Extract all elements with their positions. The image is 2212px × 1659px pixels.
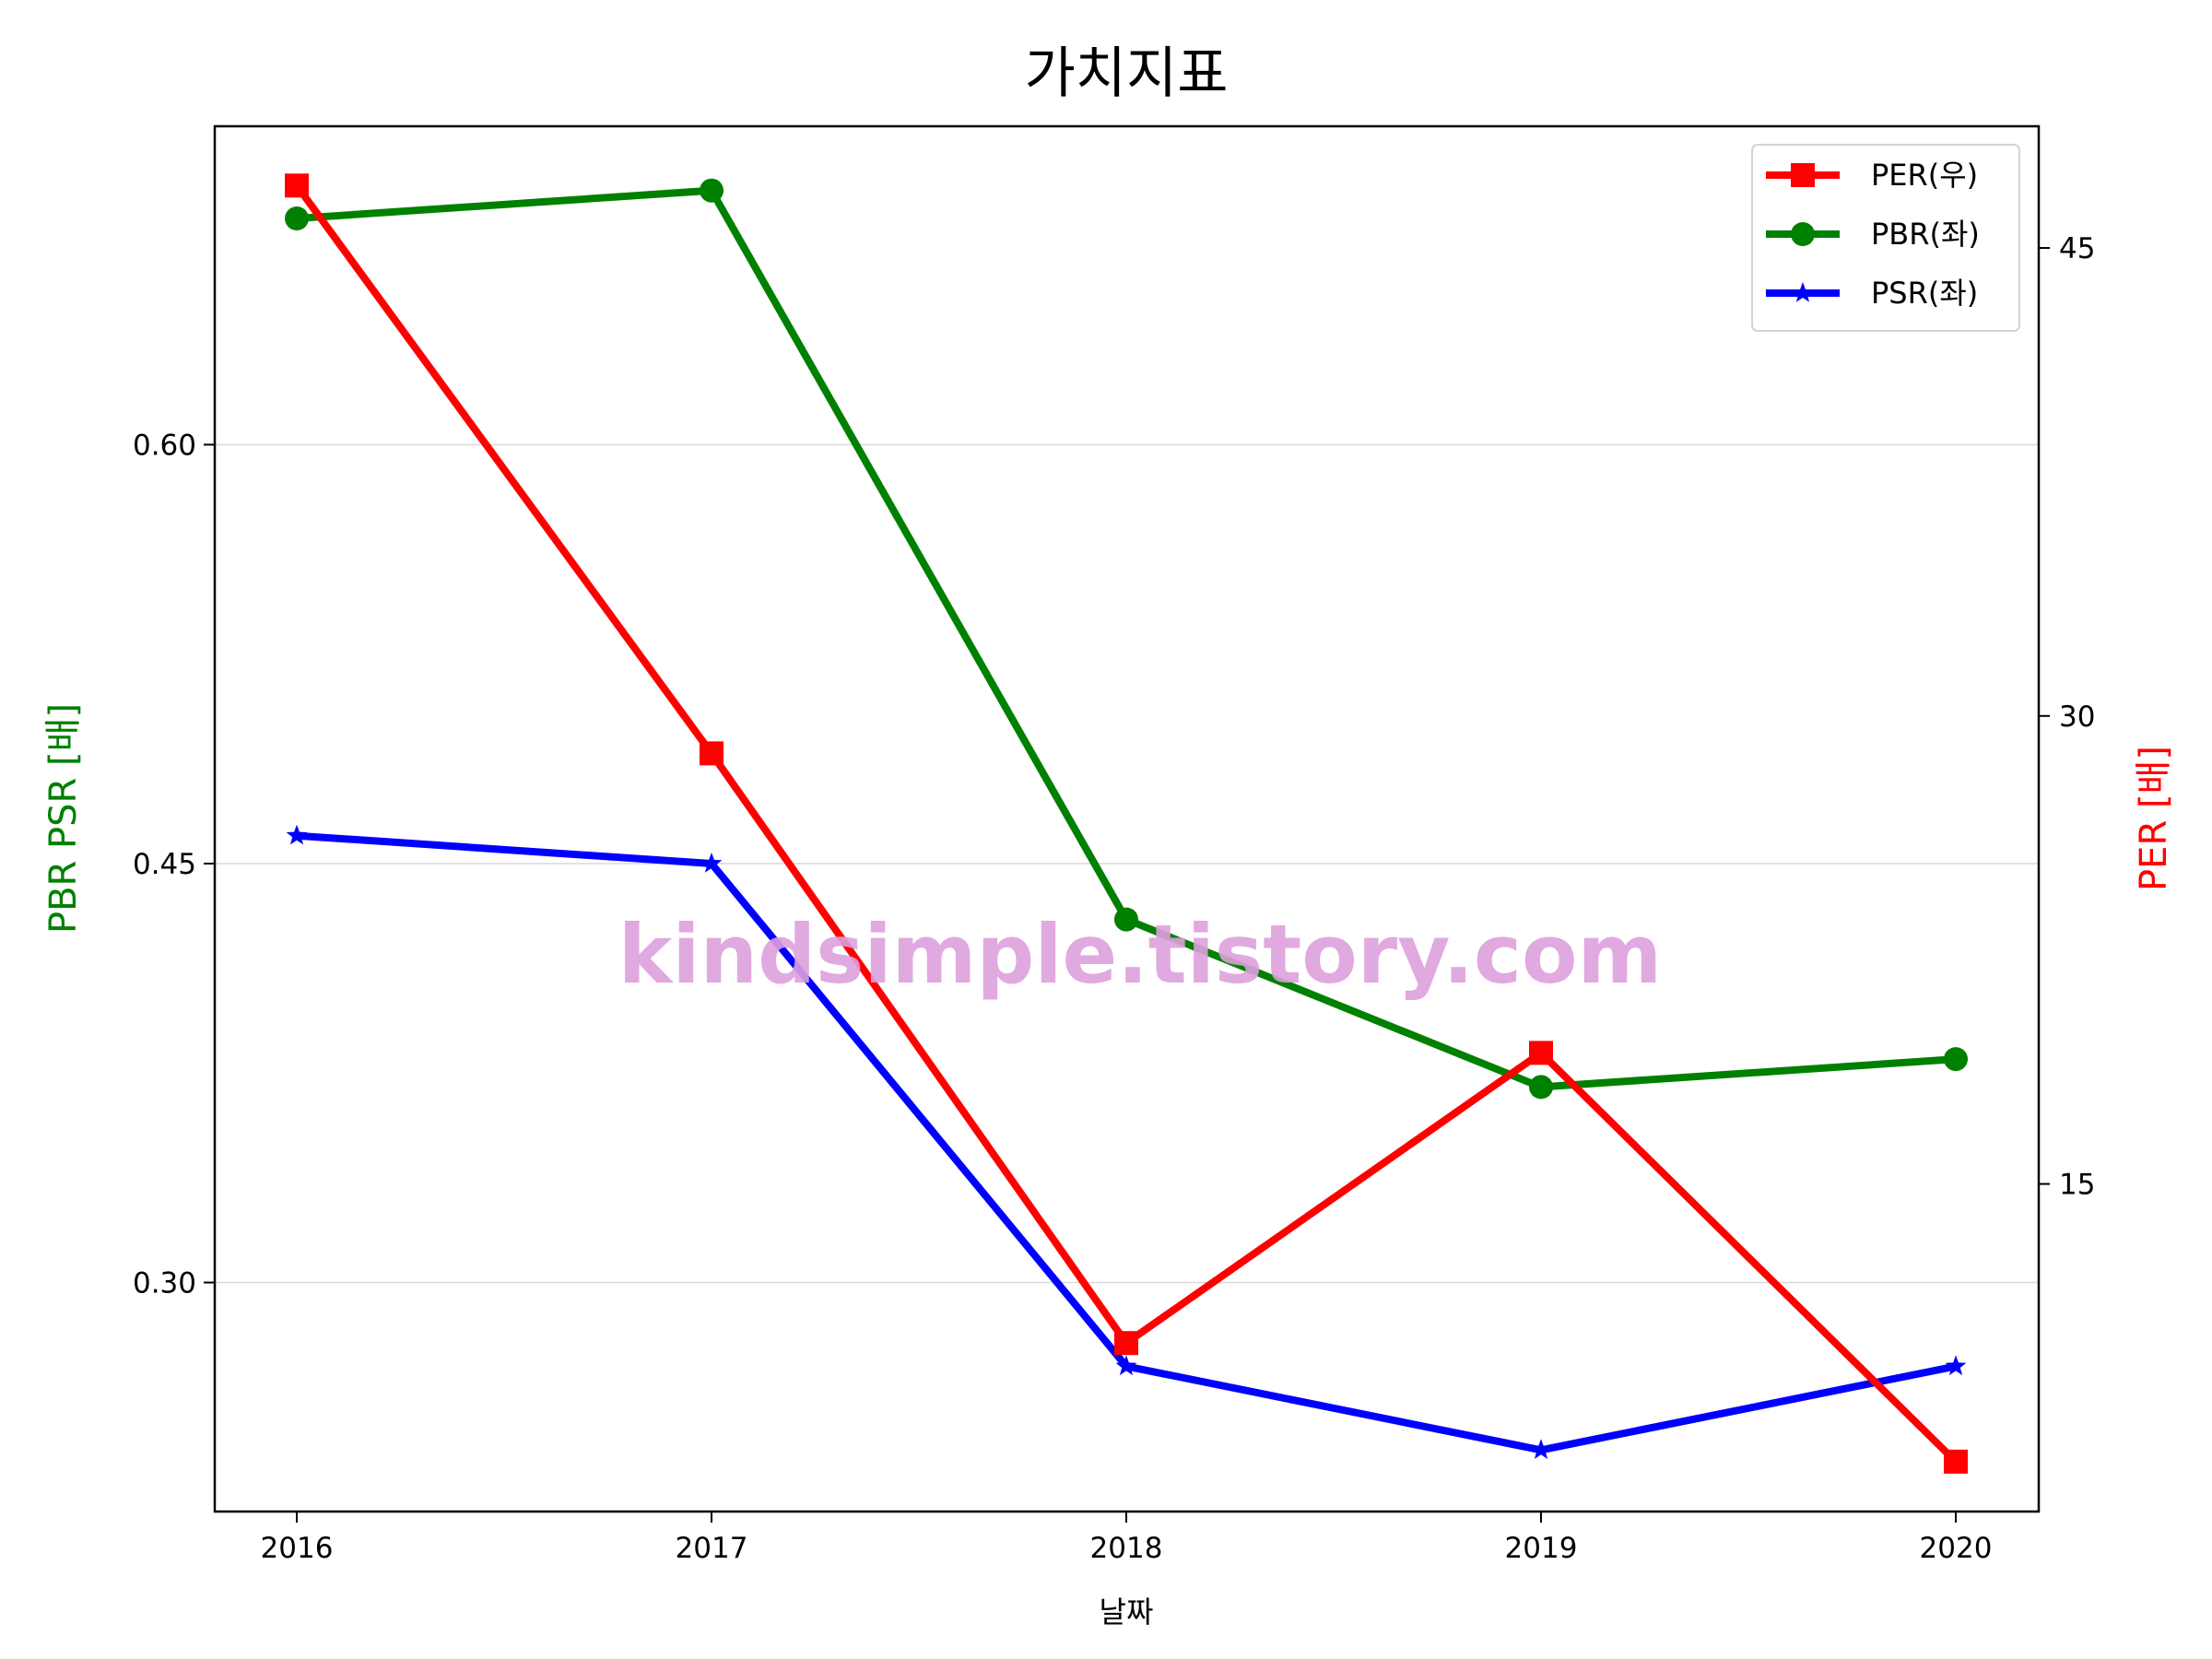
left-tick-label: 0.45 bbox=[133, 848, 196, 881]
pbr-point bbox=[700, 178, 724, 203]
pbr-point bbox=[1529, 1075, 1553, 1100]
axis-layer: 0.30 0.45 0.60 15 30 45 2016 2017 2018 2019 2020 bbox=[133, 232, 2095, 1565]
legend-per-label: PER(우) bbox=[1871, 158, 1978, 193]
psr-point bbox=[286, 824, 308, 845]
right-tick-label: 15 bbox=[2059, 1169, 2095, 1202]
x-axis-label: 날짜 bbox=[1100, 1594, 1154, 1630]
left-tick-label: 0.30 bbox=[133, 1267, 196, 1300]
grid-lines bbox=[215, 443, 2039, 1284]
pbr-point bbox=[1114, 907, 1138, 932]
watermark-text: kindsimple.tistory.com bbox=[618, 907, 1662, 1002]
x-tick-label: 2018 bbox=[1090, 1532, 1163, 1565]
psr-point bbox=[1945, 1355, 1967, 1376]
x-tick-label: 2020 bbox=[1920, 1532, 1993, 1565]
legend-pbr-label: PBR(좌) bbox=[1871, 217, 1980, 252]
per-point bbox=[1114, 1331, 1138, 1356]
legend: PER(우) PBR(좌) PSR(좌) bbox=[1751, 144, 2020, 332]
legend-psr-label: PSR(좌) bbox=[1871, 276, 1978, 311]
x-tick-label: 2016 bbox=[261, 1532, 334, 1565]
series-layer bbox=[285, 173, 1968, 1474]
plot-area-frame bbox=[213, 124, 2041, 1513]
right-tick-label: 45 bbox=[2059, 232, 2095, 265]
per-point bbox=[1944, 1449, 1968, 1474]
per-point bbox=[285, 173, 309, 198]
per-point bbox=[1529, 1041, 1553, 1065]
pbr-point bbox=[285, 206, 309, 230]
psr-point bbox=[700, 853, 723, 873]
right-y-axis-label: PER [배] bbox=[2133, 746, 2175, 891]
psr-point bbox=[1115, 1355, 1137, 1376]
left-tick-label: 0.60 bbox=[133, 429, 196, 462]
left-y-axis-label: PBR PSR [배] bbox=[42, 703, 85, 934]
legend-per-marker bbox=[1791, 163, 1815, 187]
legend-pbr-marker bbox=[1791, 222, 1815, 246]
psr-point bbox=[1530, 1439, 1552, 1459]
legend-box bbox=[1751, 144, 2020, 332]
x-tick-label: 2019 bbox=[1505, 1532, 1578, 1565]
legend-psr-marker bbox=[1792, 282, 1814, 302]
pbr-point bbox=[1944, 1047, 1968, 1072]
x-tick-label: 2017 bbox=[676, 1532, 748, 1565]
right-tick-label: 30 bbox=[2059, 700, 2095, 734]
per-point bbox=[700, 741, 724, 766]
chart-title: 가치지표 bbox=[1025, 41, 1229, 106]
